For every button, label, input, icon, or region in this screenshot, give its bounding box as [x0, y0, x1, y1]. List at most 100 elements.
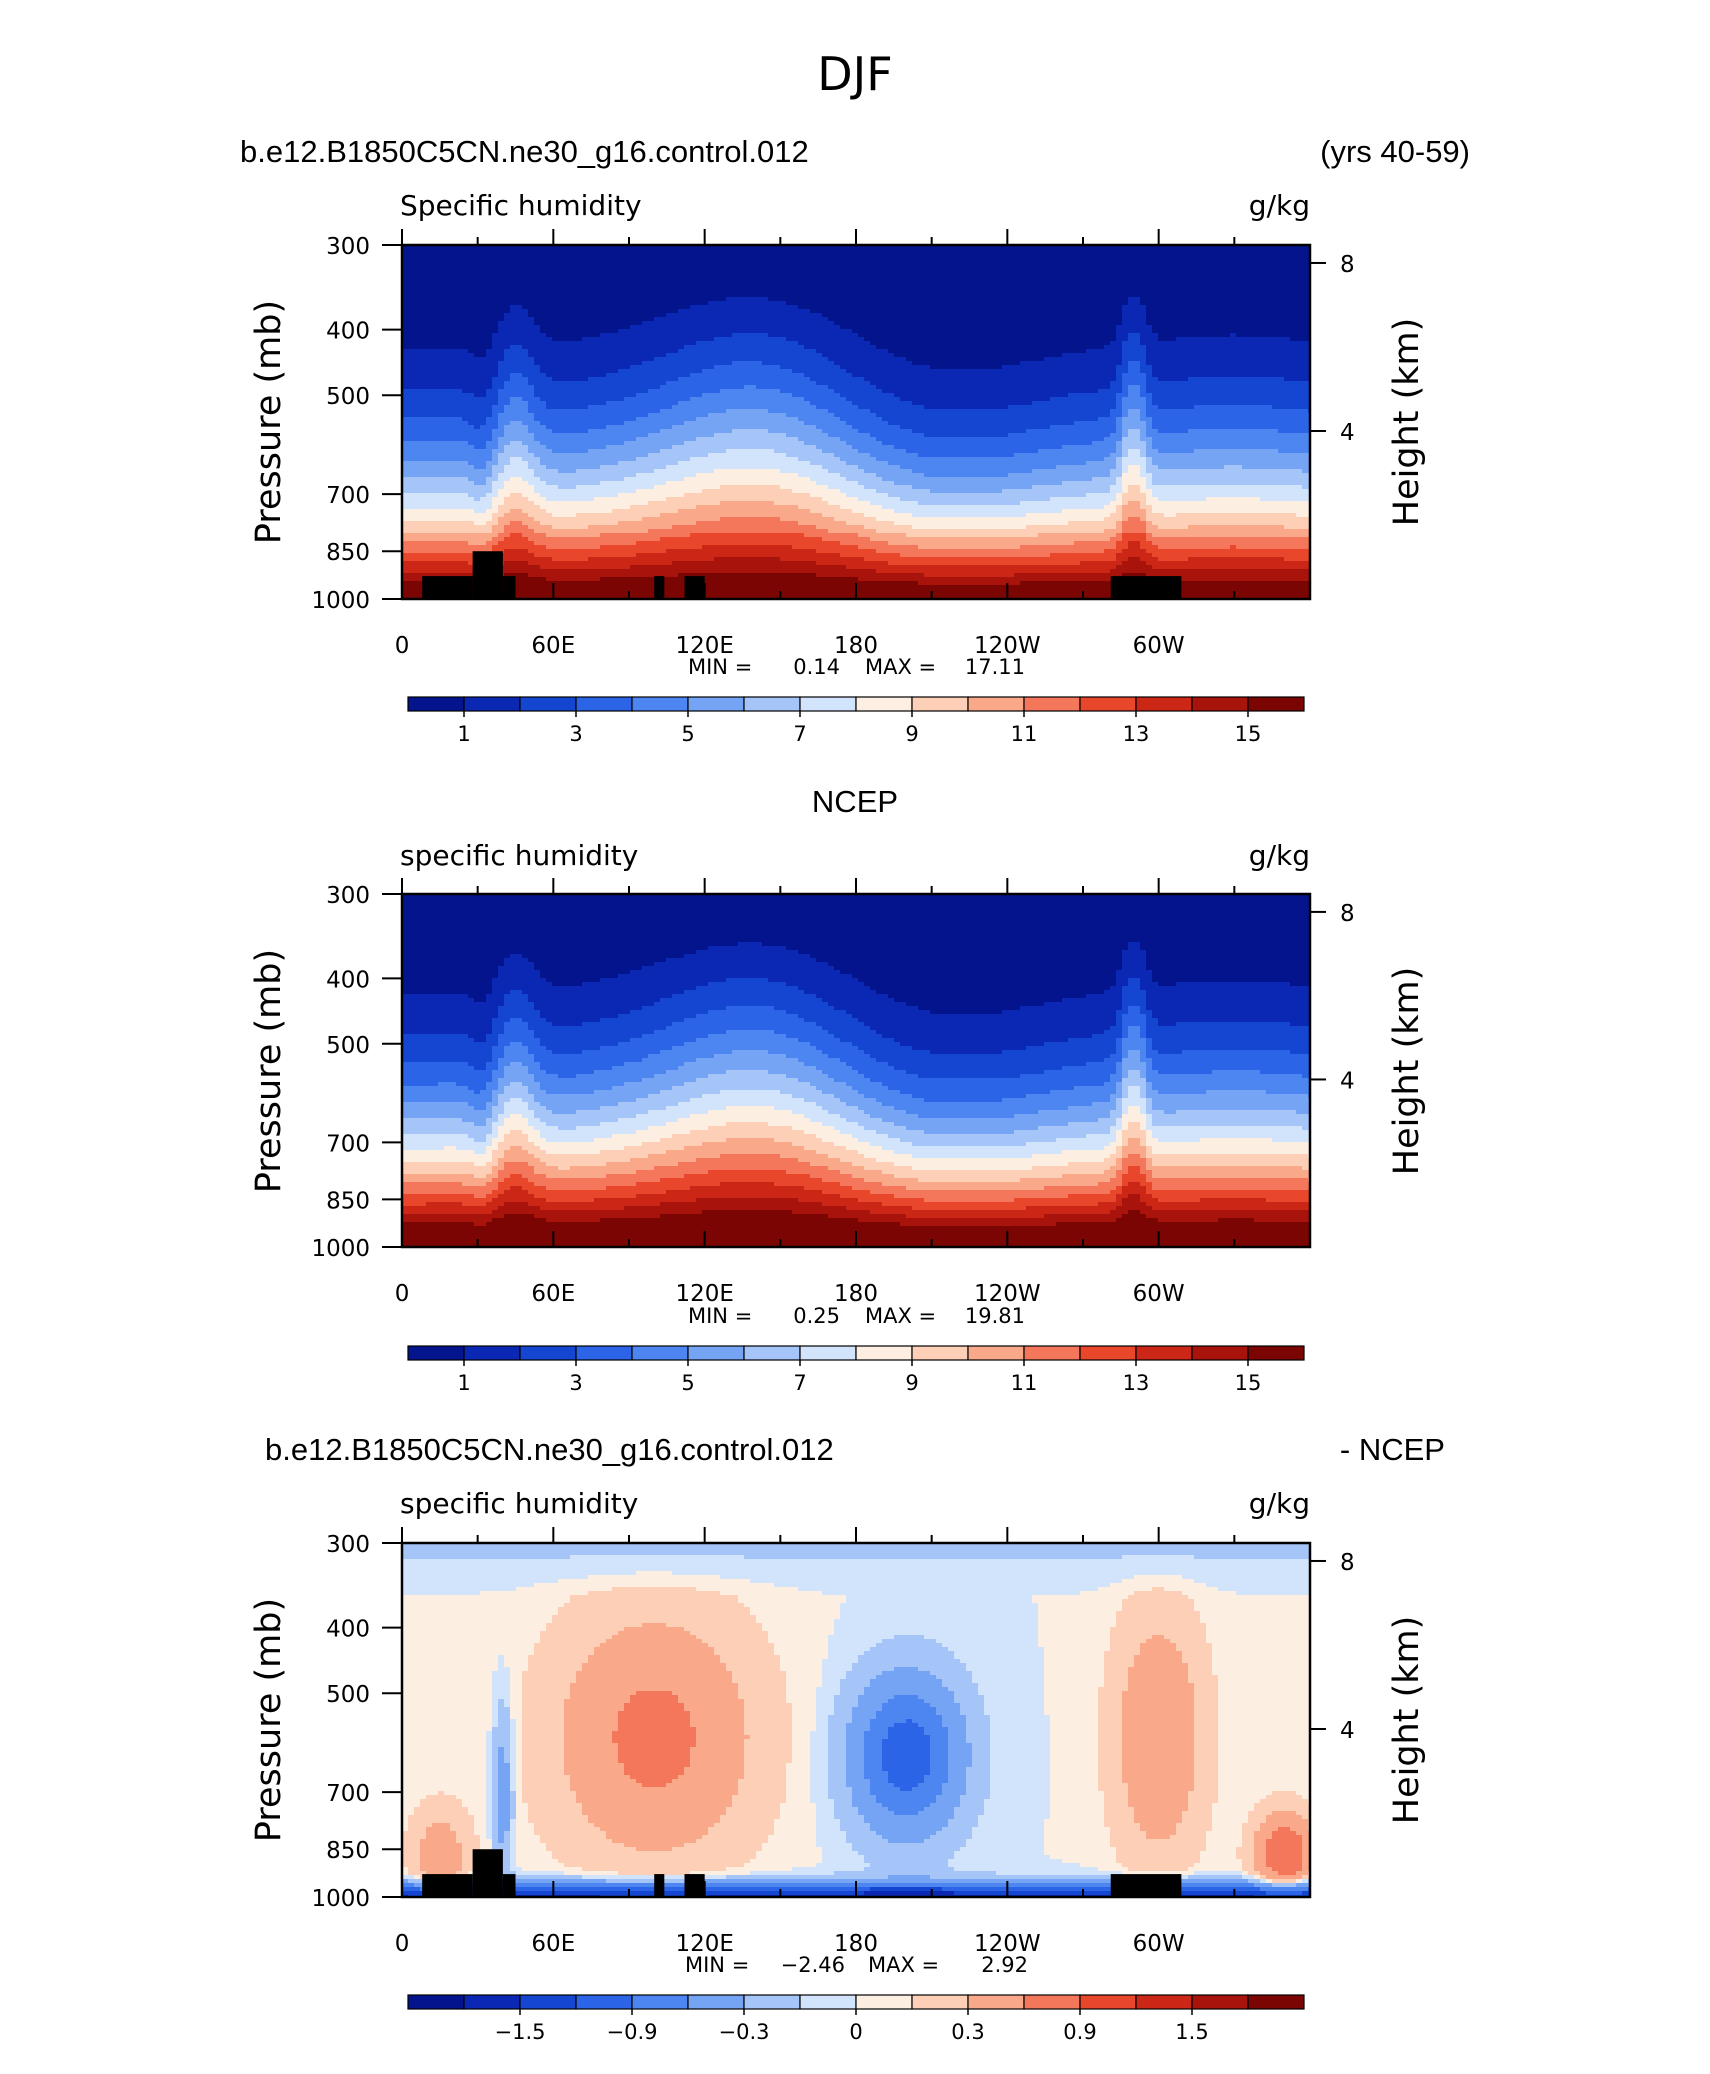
panel-model-max-value: 17.11 [965, 655, 1025, 679]
panel-difference: b.e12.B1850C5CN.ne30_g16.control.012 - N… [249, 1432, 1445, 2044]
panel-difference-colorbar-swatch [631, 1994, 689, 2010]
panel-ncep-colorbar-swatch [687, 1345, 745, 1361]
panel-difference-colorbar-swatch [1135, 1994, 1193, 2010]
panel-ncep-colorbar-swatch [743, 1345, 801, 1361]
panel-ncep-colorbar-label: 3 [569, 1371, 582, 1395]
panel-model-y-right-tick-label: 8 [1340, 252, 1355, 278]
panel-model-y-tick-label: 850 [326, 540, 370, 566]
panel-difference-min-value: −2.46 [781, 1953, 845, 1977]
panel-model-x-tick-label: 120W [974, 633, 1041, 659]
panel-difference-max-value: 2.92 [981, 1953, 1028, 1977]
panel-ncep-y-right-tick-label: 4 [1340, 1068, 1355, 1094]
panel-difference-colorbar-swatch [743, 1994, 801, 2010]
panel-model-colorbar-label: 9 [905, 722, 918, 746]
panel-difference-y-right-tick-label: 4 [1340, 1718, 1355, 1744]
panel-ncep-colorbar-label: 1 [457, 1371, 470, 1395]
panel-ncep-max-label: MAX = [865, 1304, 936, 1328]
figure-title: DJF [817, 47, 892, 101]
panel-ncep-colorbar-swatch [1135, 1345, 1193, 1361]
panel-model-colorbar-label: 7 [793, 722, 806, 746]
panel-model-colorbar-swatch [407, 696, 465, 712]
panel-ncep-y-right-tick-label: 8 [1340, 901, 1355, 927]
panel-difference-colorbar-swatch [463, 1994, 521, 2010]
panel-difference-x-tick-label: 180 [834, 1931, 878, 1957]
panel-model-min-label: MIN = [688, 655, 752, 679]
panel-ncep-colorbar-swatch [855, 1345, 913, 1361]
panel-difference-colorbar-swatch [575, 1994, 633, 2010]
panel-model-colorbar-swatch [911, 696, 969, 712]
panel-model-colorbar-swatch [799, 696, 857, 712]
panel-ncep-x-tick-label: 60E [531, 1281, 575, 1307]
panel-difference-colorbar-swatch [911, 1994, 969, 2010]
panel-ncep-colorbar-swatch [911, 1345, 969, 1361]
panel-difference-variable-title: specific humidity [400, 1487, 638, 1520]
panel-model-y-tick-label: 1000 [311, 588, 370, 614]
panel-ncep-minmax: MIN = 0.25 MAX = 19.81 [688, 1304, 1025, 1328]
panel-model-colorbar-label: 1 [457, 722, 470, 746]
panel-ncep-header: NCEP [812, 784, 898, 819]
panel-ncep-colorbar-swatch [967, 1345, 1025, 1361]
panel-difference-min-label: MIN = [685, 1953, 749, 1977]
panel-ncep-x-tick-label: 60W [1133, 1281, 1185, 1307]
panel-difference-colorbar: −1.5 −0.9 −0.3 0 0.3 0.9 1.5 [407, 1994, 1305, 2044]
panel-model-colorbar-label: 13 [1123, 722, 1150, 746]
panel-model-colorbar-swatch [463, 696, 521, 712]
panel-model-colorbar-label: 3 [569, 722, 582, 746]
panel-model-colorbar-label: 15 [1235, 722, 1262, 746]
panel-model-colorbar-swatch [855, 696, 913, 712]
panel-difference-ylabel-right: Height (km) [1387, 1616, 1427, 1825]
panel-difference-colorbar-swatch [1247, 1994, 1305, 2010]
panel-ncep-ylabel: Pressure (mb) [249, 949, 289, 1193]
panel-difference-units: g/kg [1249, 1487, 1310, 1520]
panel-model-colorbar-swatch [1135, 696, 1193, 712]
panel-ncep-y-tick-label: 400 [326, 967, 370, 993]
panel-model-colorbar-swatch [687, 696, 745, 712]
panel-model-colorbar-swatch [967, 696, 1025, 712]
panel-difference-minus-label: - NCEP [1340, 1432, 1445, 1467]
panel-model-x-tick-label: 180 [834, 633, 878, 659]
panel-ncep-max-value: 19.81 [965, 1304, 1025, 1328]
panel-ncep-colorbar-label: 11 [1011, 1371, 1038, 1395]
panel-model-colorbar-swatch [1079, 696, 1137, 712]
panel-ncep-colorbar-label: 9 [905, 1371, 918, 1395]
panel-ncep-colorbar-label: 13 [1123, 1371, 1150, 1395]
panel-difference-colorbar-label: 0.9 [1063, 2020, 1096, 2044]
panel-ncep-colorbar-swatch [631, 1345, 689, 1361]
panel-ncep-colorbar-swatch [1079, 1345, 1137, 1361]
panel-ncep-x-tick-label: 0 [395, 1281, 410, 1307]
panel-model-x-tick-label: 120E [675, 633, 733, 659]
panel-model-variable-title: Specific humidity [400, 189, 642, 222]
panel-difference-x-tick-label: 0 [395, 1931, 410, 1957]
panel-difference-colorbar-label: 0.3 [951, 2020, 984, 2044]
panel-ncep-colorbar-swatch [1191, 1345, 1249, 1361]
panel-model-case-label: b.e12.B1850C5CN.ne30_g16.control.012 [240, 134, 809, 169]
panel-model-x-tick-label: 60E [531, 633, 575, 659]
panel-ncep-x-tick-label: 180 [834, 1281, 878, 1307]
panel-ncep-units: g/kg [1249, 839, 1310, 872]
panel-model-colorbar-label: 5 [681, 722, 694, 746]
panel-difference-colorbar-label: −1.5 [495, 2020, 546, 2044]
panel-ncep-y-tick-label: 850 [326, 1188, 370, 1214]
panel-model-colorbar-label: 11 [1011, 722, 1038, 746]
panel-ncep-colorbar-swatch [463, 1345, 521, 1361]
panel-model-y-tick-label: 700 [326, 483, 370, 509]
panel-difference-colorbar-swatch [407, 1994, 465, 2010]
panel-difference-colorbar-label: −0.9 [607, 2020, 658, 2044]
panel-difference-minmax: MIN = −2.46 MAX = 2.92 [685, 1953, 1028, 1977]
panel-ncep-colorbar-label: 7 [793, 1371, 806, 1395]
panel-model-max-label: MAX = [865, 655, 936, 679]
panel-difference-colorbar-label: 1.5 [1175, 2020, 1208, 2044]
panel-difference-colorbar-swatch [855, 1994, 913, 2010]
panel-difference-ylabel: Pressure (mb) [249, 1598, 289, 1842]
panel-difference-x-tick-label: 60W [1133, 1931, 1185, 1957]
panel-model: b.e12.B1850C5CN.ne30_g16.control.012 (yr… [240, 134, 1470, 746]
panel-model-x-tick-label: 0 [395, 633, 410, 659]
panel-model-y-tick-label: 500 [326, 384, 370, 410]
panel-ncep-colorbar: 1 3 5 7 9 11 13 15 [407, 1345, 1305, 1395]
panel-model-colorbar-swatch [631, 696, 689, 712]
panel-model-x-tick-label: 60W [1133, 633, 1185, 659]
panel-ncep-colorbar-label: 15 [1235, 1371, 1262, 1395]
panel-ncep-y-tick-label: 1000 [311, 1236, 370, 1262]
panel-difference-y-right-tick-label: 8 [1340, 1550, 1355, 1576]
panel-model-colorbar-swatch [519, 696, 577, 712]
